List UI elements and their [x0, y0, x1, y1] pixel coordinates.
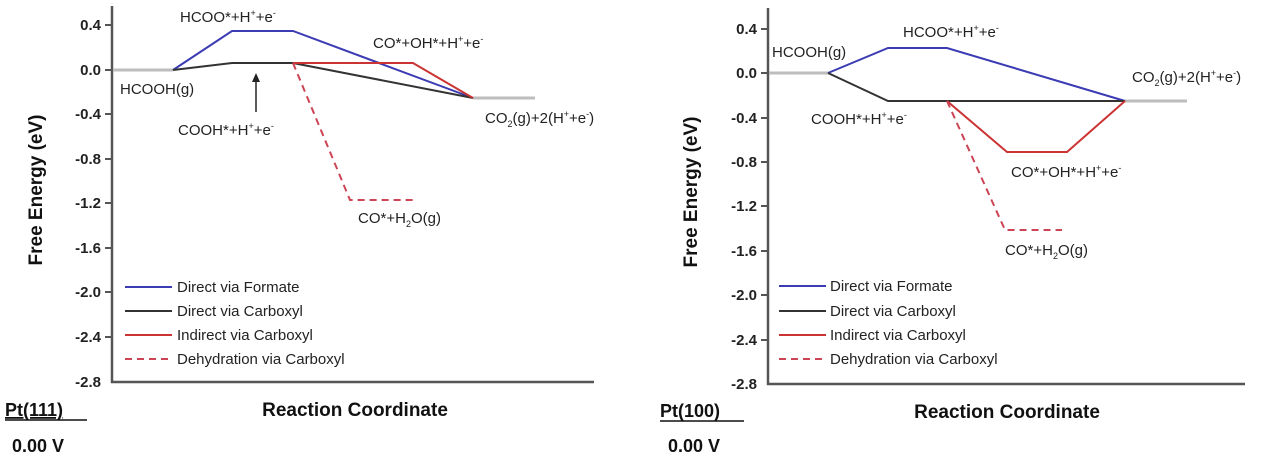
tick-label: -1.2: [731, 198, 757, 215]
tick-label: -2.4: [731, 332, 758, 349]
series-direct-carboxyl: [827, 72, 1125, 102]
chart-pt100: 0.4 0.0 -0.4 -0.8 -1.2 -1.6 -2.0 -2.4 -2…: [660, 8, 1245, 456]
series-indirect-carboxyl: [946, 100, 1126, 153]
tick-label: -0.8: [75, 151, 101, 168]
legend-item: Indirect via Carboxyl: [177, 327, 313, 344]
potential-label: 0.00 V: [668, 436, 720, 456]
label-co2: CO2(g)+2(H++e-): [485, 109, 594, 129]
tick-label: -2.0: [75, 284, 101, 301]
tick-label: 0.0: [80, 62, 101, 79]
y-ticks: [105, 24, 112, 338]
y-tick-labels: 0.4 0.0 -0.4 -0.8 -1.2 -1.6 -2.0 -2.4 -2…: [731, 21, 758, 393]
legend: Direct via Formate Direct via Carboxyl I…: [125, 279, 345, 368]
label-hcooh: HCOOH(g): [120, 81, 194, 98]
legend-item: Direct via Formate: [830, 278, 953, 295]
facet-label: Pt(100): [660, 401, 720, 421]
tick-label: -1.6: [75, 240, 101, 257]
legend: Direct via Formate Direct via Carboxyl I…: [779, 278, 998, 368]
series-direct-formate: [827, 47, 1126, 102]
tick-label: 0.4: [736, 21, 758, 38]
label-hcooh: HCOOH(g): [772, 44, 846, 61]
label-cooh: COOH*+H++e-: [811, 110, 907, 128]
series-dehydration-carboxyl: [292, 62, 415, 201]
y-tick-labels: 0.4 0.0 -0.4 -0.8 -1.2 -1.6 -2.0 -2.4 -2…: [75, 17, 102, 391]
legend-item: Direct via Carboxyl: [177, 303, 303, 320]
series-direct-carboxyl: [172, 62, 474, 99]
tick-label: 0.4: [80, 17, 102, 34]
label-hcoo: HCOO*+H++e-: [903, 23, 999, 41]
legend-item: Dehydration via Carboxyl: [177, 351, 345, 368]
x-axis-title: Reaction Coordinate: [262, 400, 448, 421]
legend-item: Indirect via Carboxyl: [830, 327, 966, 344]
tick-label: -2.0: [731, 287, 757, 304]
facet-label: Pt(111): [5, 400, 63, 420]
tick-label: -0.4: [75, 106, 102, 123]
arrow-head-icon: [252, 73, 260, 82]
label-co2: CO2(g)+2(H++e-): [1132, 68, 1241, 88]
tick-label: -2.4: [75, 329, 102, 346]
tick-label: -0.4: [731, 110, 758, 127]
tick-label: -0.8: [731, 154, 757, 171]
legend-item: Direct via Formate: [177, 279, 300, 296]
series-direct-formate: [172, 30, 474, 99]
x-axis-title: Reaction Coordinate: [914, 402, 1100, 423]
label-co-h2o: CO*+H2O(g): [1005, 242, 1088, 261]
potential-label: 0.00 V: [12, 436, 64, 456]
series-indirect-carboxyl: [293, 62, 474, 99]
chart-pt111: 0.4 0.0 -0.4 -0.8 -1.2 -1.6 -2.0 -2.4 -2…: [5, 6, 594, 456]
label-co-h2o: CO*+H2O(g): [358, 210, 441, 229]
y-axis-title: Free Energy (eV): [26, 115, 47, 266]
tick-label: 0.0: [736, 65, 757, 82]
label-co-oh: CO*+OH*+H++e-: [373, 34, 483, 52]
tick-label: -1.2: [75, 195, 101, 212]
tick-label: -2.8: [75, 374, 101, 391]
y-ticks: [761, 28, 768, 341]
tick-label: -1.6: [731, 243, 757, 260]
y-axis-title: Free Energy (eV): [681, 117, 702, 268]
legend-item: Direct via Carboxyl: [830, 303, 956, 320]
label-cooh: COOH*+H++e-: [178, 121, 274, 139]
legend-item: Dehydration via Carboxyl: [830, 351, 998, 368]
label-co-oh: CO*+OH*+H++e-: [1011, 163, 1121, 181]
tick-label: -2.8: [731, 376, 757, 393]
label-hcoo: HCOO*+H++e-: [180, 8, 276, 26]
